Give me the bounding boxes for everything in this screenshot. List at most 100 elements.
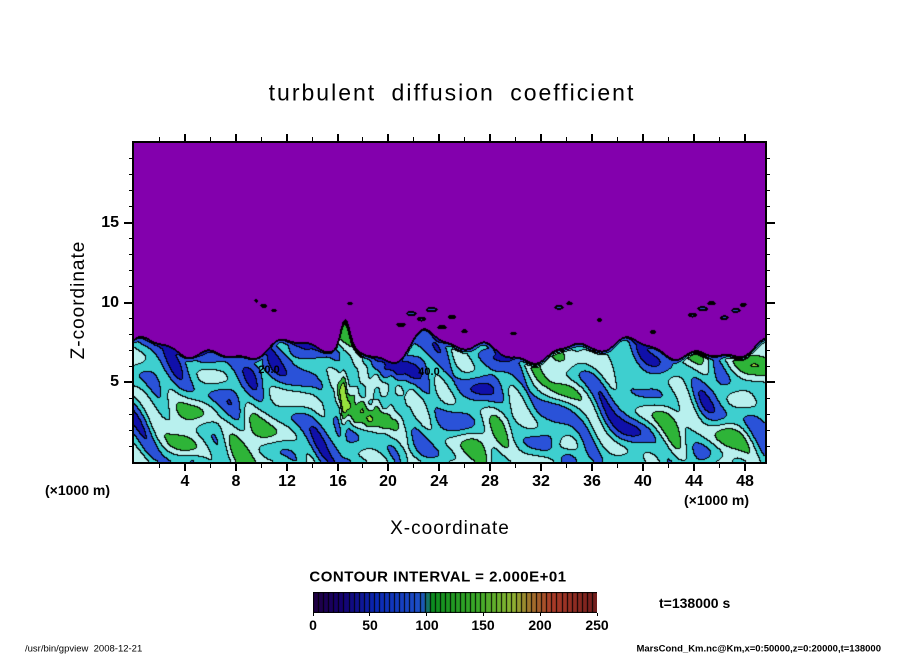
z-axis-tick	[767, 254, 770, 255]
z-axis-tick	[767, 158, 770, 159]
z-axis-tick	[767, 206, 770, 207]
colorbar-tick	[369, 613, 370, 616]
x-axis-tick	[210, 464, 211, 468]
z-axis-tick	[767, 174, 770, 175]
z-axis-tick	[767, 286, 770, 287]
colorbar-tick-label: 200	[528, 617, 552, 633]
x-axis-label: X-coordinate	[390, 518, 510, 539]
x-axis-tick	[337, 464, 339, 471]
x-axis-tick	[744, 134, 746, 141]
x-tick-label: 32	[532, 473, 550, 490]
z-axis-tick	[129, 430, 132, 431]
z-axis-tick	[129, 254, 132, 255]
z-axis-tick	[129, 206, 132, 207]
x-tick-label: 36	[583, 473, 601, 490]
x-axis-tick	[210, 137, 211, 141]
x-axis-tick	[261, 137, 262, 141]
colorbar-tick	[426, 613, 427, 616]
z-axis-tick	[767, 302, 775, 304]
x-axis-tick	[617, 464, 618, 468]
x-tick-label: 40	[634, 473, 652, 490]
x-axis-tick	[337, 134, 339, 141]
x-axis-tick	[642, 464, 644, 471]
x-axis-tick	[286, 134, 288, 141]
z-axis-tick	[767, 414, 770, 415]
contour-interval-label: CONTOUR INTERVAL = 2.000E+01	[309, 568, 567, 586]
colorbar-tick-label: 50	[362, 617, 378, 633]
x-tick-label: 24	[430, 473, 448, 490]
x-tick-label: 16	[329, 473, 347, 490]
x-axis-tick	[617, 137, 618, 141]
footer-command-text: /usr/bin/gpview 2008-12-21	[25, 643, 143, 654]
z-axis-tick	[129, 334, 132, 335]
z-axis-tick	[767, 270, 770, 271]
colorbar-tick-label: 100	[415, 617, 439, 633]
z-tick-label: 5	[110, 373, 119, 390]
x-axis-unit-label: (×1000 m)	[684, 492, 749, 508]
x-axis-tick	[489, 134, 491, 141]
colorbar-tick	[483, 613, 484, 616]
z-axis-tick	[767, 366, 770, 367]
z-axis-tick	[129, 174, 132, 175]
x-axis-tick	[438, 134, 440, 141]
x-axis-tick	[312, 464, 313, 468]
x-axis-tick	[642, 134, 644, 141]
x-tick-label: 44	[685, 473, 703, 490]
z-axis-tick	[124, 222, 132, 224]
z-tick-label: 15	[101, 214, 119, 231]
x-axis-tick	[566, 137, 567, 141]
x-axis-tick	[184, 464, 186, 471]
z-axis-tick	[767, 446, 770, 447]
time-label: t=138000 s	[659, 595, 731, 611]
z-axis-tick	[124, 302, 132, 304]
plot-frame	[132, 141, 767, 464]
x-axis-tick	[184, 134, 186, 141]
x-tick-label: 12	[278, 473, 296, 490]
colorbar-tick	[597, 613, 598, 616]
x-axis-tick	[362, 137, 363, 141]
x-axis-tick	[591, 134, 593, 141]
z-axis-tick	[129, 238, 132, 239]
x-axis-tick	[744, 464, 746, 471]
z-axis-tick	[767, 350, 770, 351]
x-axis-tick	[515, 137, 516, 141]
x-axis-tick	[693, 134, 695, 141]
x-tick-label: 28	[481, 473, 499, 490]
z-axis-tick	[767, 238, 770, 239]
x-tick-label: 20	[379, 473, 397, 490]
z-axis-tick	[767, 430, 770, 431]
x-axis-tick	[693, 464, 695, 471]
x-axis-tick	[159, 464, 160, 468]
x-axis-tick	[387, 464, 389, 471]
x-axis-tick	[668, 464, 669, 468]
x-axis-tick	[719, 464, 720, 468]
x-axis-tick	[413, 137, 414, 141]
z-axis-tick	[767, 334, 770, 335]
z-axis-tick	[129, 190, 132, 191]
colorbar-canvas	[313, 592, 597, 613]
x-tick-label: 4	[180, 473, 190, 490]
colorbar-tick-label: 150	[471, 617, 495, 633]
z-axis-tick	[129, 366, 132, 367]
z-axis-tick	[129, 158, 132, 159]
x-tick-label: 8	[231, 473, 241, 490]
x-axis-tick	[668, 137, 669, 141]
x-axis-tick	[515, 464, 516, 468]
x-axis-tick	[464, 137, 465, 141]
x-axis-tick	[464, 464, 465, 468]
z-axis-tick	[124, 381, 132, 383]
plot-title: turbulent diffusion coefficient	[268, 79, 636, 106]
colorbar-tick	[313, 613, 314, 616]
contour-value-label: 40.0	[418, 366, 440, 378]
z-axis-tick	[129, 446, 132, 447]
z-axis-unit-label: (×1000 m)	[45, 482, 110, 498]
x-axis-tick	[235, 464, 237, 471]
x-axis-tick	[719, 137, 720, 141]
contour-value-label: 20.0	[258, 364, 280, 376]
x-axis-tick	[235, 134, 237, 141]
heatmap-canvas	[134, 143, 765, 462]
x-axis-tick	[312, 137, 313, 141]
colorbar-tick-label: 250	[585, 617, 609, 633]
x-axis-tick	[261, 464, 262, 468]
